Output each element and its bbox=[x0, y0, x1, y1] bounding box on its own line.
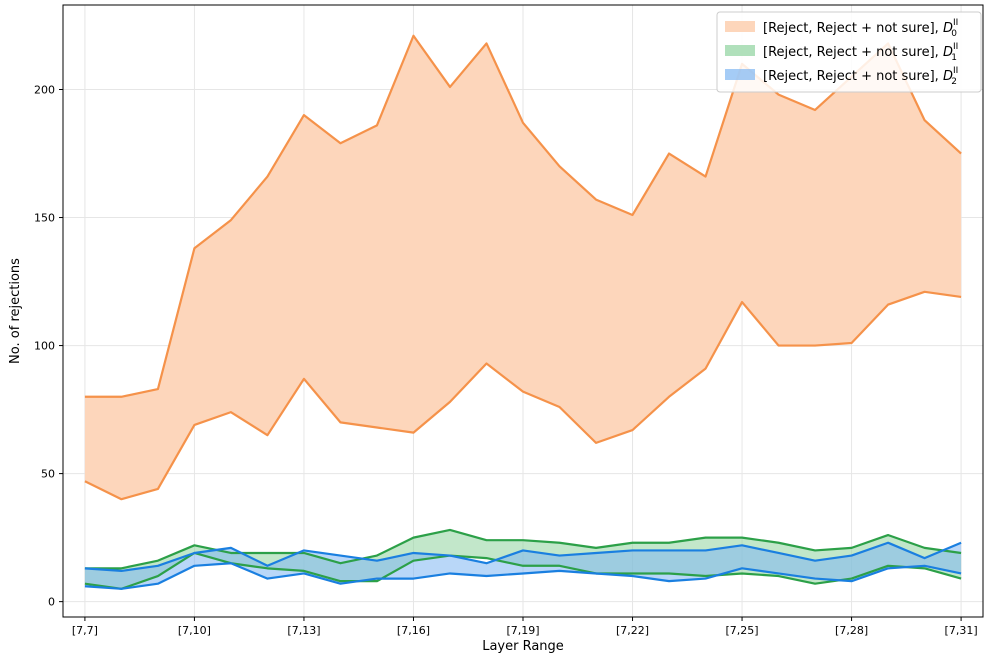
y-tick-label: 200 bbox=[34, 84, 55, 97]
legend-math-base: D bbox=[943, 21, 953, 36]
series-0-area bbox=[84, 35, 962, 500]
legend-math-sub: 0 bbox=[951, 29, 957, 39]
legend: [Reject, Reject + not sure], DII 0[Reject… bbox=[716, 11, 982, 93]
x-axis-label: Layer Range bbox=[482, 639, 564, 654]
y-tick-label: 50 bbox=[41, 468, 55, 481]
legend-box bbox=[716, 11, 982, 93]
legend-math-sup: II bbox=[953, 42, 958, 52]
y-tick-label: 100 bbox=[34, 340, 55, 353]
x-tick-label: [7,13] bbox=[287, 624, 320, 637]
y-axis: 0 50 100 150 200 bbox=[34, 84, 63, 609]
legend-entry-1: [Reject, Reject + not sure], DII 1 bbox=[763, 42, 958, 63]
legend-math-sup: II bbox=[953, 66, 958, 76]
x-axis: [7,7] [7,10] [7,13] [7,16] [7,19] [7,22] [7,25… bbox=[72, 617, 978, 637]
x-tick-label: [7,19] bbox=[506, 624, 539, 637]
x-tick-label: [7,10] bbox=[178, 624, 211, 637]
series-1-upper-line bbox=[84, 528, 962, 570]
legend-swatch-2 bbox=[725, 69, 755, 80]
series-lines bbox=[84, 34, 962, 590]
legend-math-sub: 2 bbox=[951, 77, 957, 87]
legend-entry-0: [Reject, Reject + not sure], DII 0 bbox=[763, 18, 958, 39]
legend-entry-2: [Reject, Reject + not sure], DII 2 bbox=[763, 66, 958, 87]
x-tick-label: [7,25] bbox=[726, 624, 759, 637]
y-tick-label: 150 bbox=[34, 212, 55, 225]
series-2-lower-line bbox=[84, 562, 962, 590]
y-tick-label: 0 bbox=[48, 596, 55, 609]
x-tick-label: [7,7] bbox=[72, 624, 98, 637]
legend-label: [Reject, Reject + not sure], bbox=[763, 21, 943, 36]
legend-label: [Reject, Reject + not sure], bbox=[763, 69, 943, 84]
series-2-upper-line bbox=[84, 541, 962, 573]
x-tick-label: [7,16] bbox=[397, 624, 430, 637]
legend-math-sup: II bbox=[953, 18, 958, 28]
x-tick-label: [7,22] bbox=[616, 624, 649, 637]
series-0-upper-line bbox=[84, 34, 962, 398]
legend-math-base: D bbox=[943, 69, 953, 84]
legend-swatch-0 bbox=[725, 21, 755, 32]
legend-swatch-1 bbox=[725, 45, 755, 56]
legend-math-base: D bbox=[943, 45, 953, 60]
x-tick-label: [7,28] bbox=[835, 624, 868, 637]
series-0-lower-line bbox=[84, 290, 962, 501]
x-tick-label: [7,31] bbox=[945, 624, 978, 637]
y-axis-label: No. of rejections bbox=[8, 258, 23, 364]
legend-label: [Reject, Reject + not sure], bbox=[763, 45, 943, 60]
legend-math-sub: 1 bbox=[951, 53, 957, 63]
